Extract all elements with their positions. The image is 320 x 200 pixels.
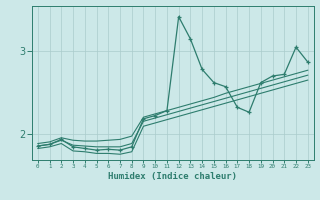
- X-axis label: Humidex (Indice chaleur): Humidex (Indice chaleur): [108, 172, 237, 181]
